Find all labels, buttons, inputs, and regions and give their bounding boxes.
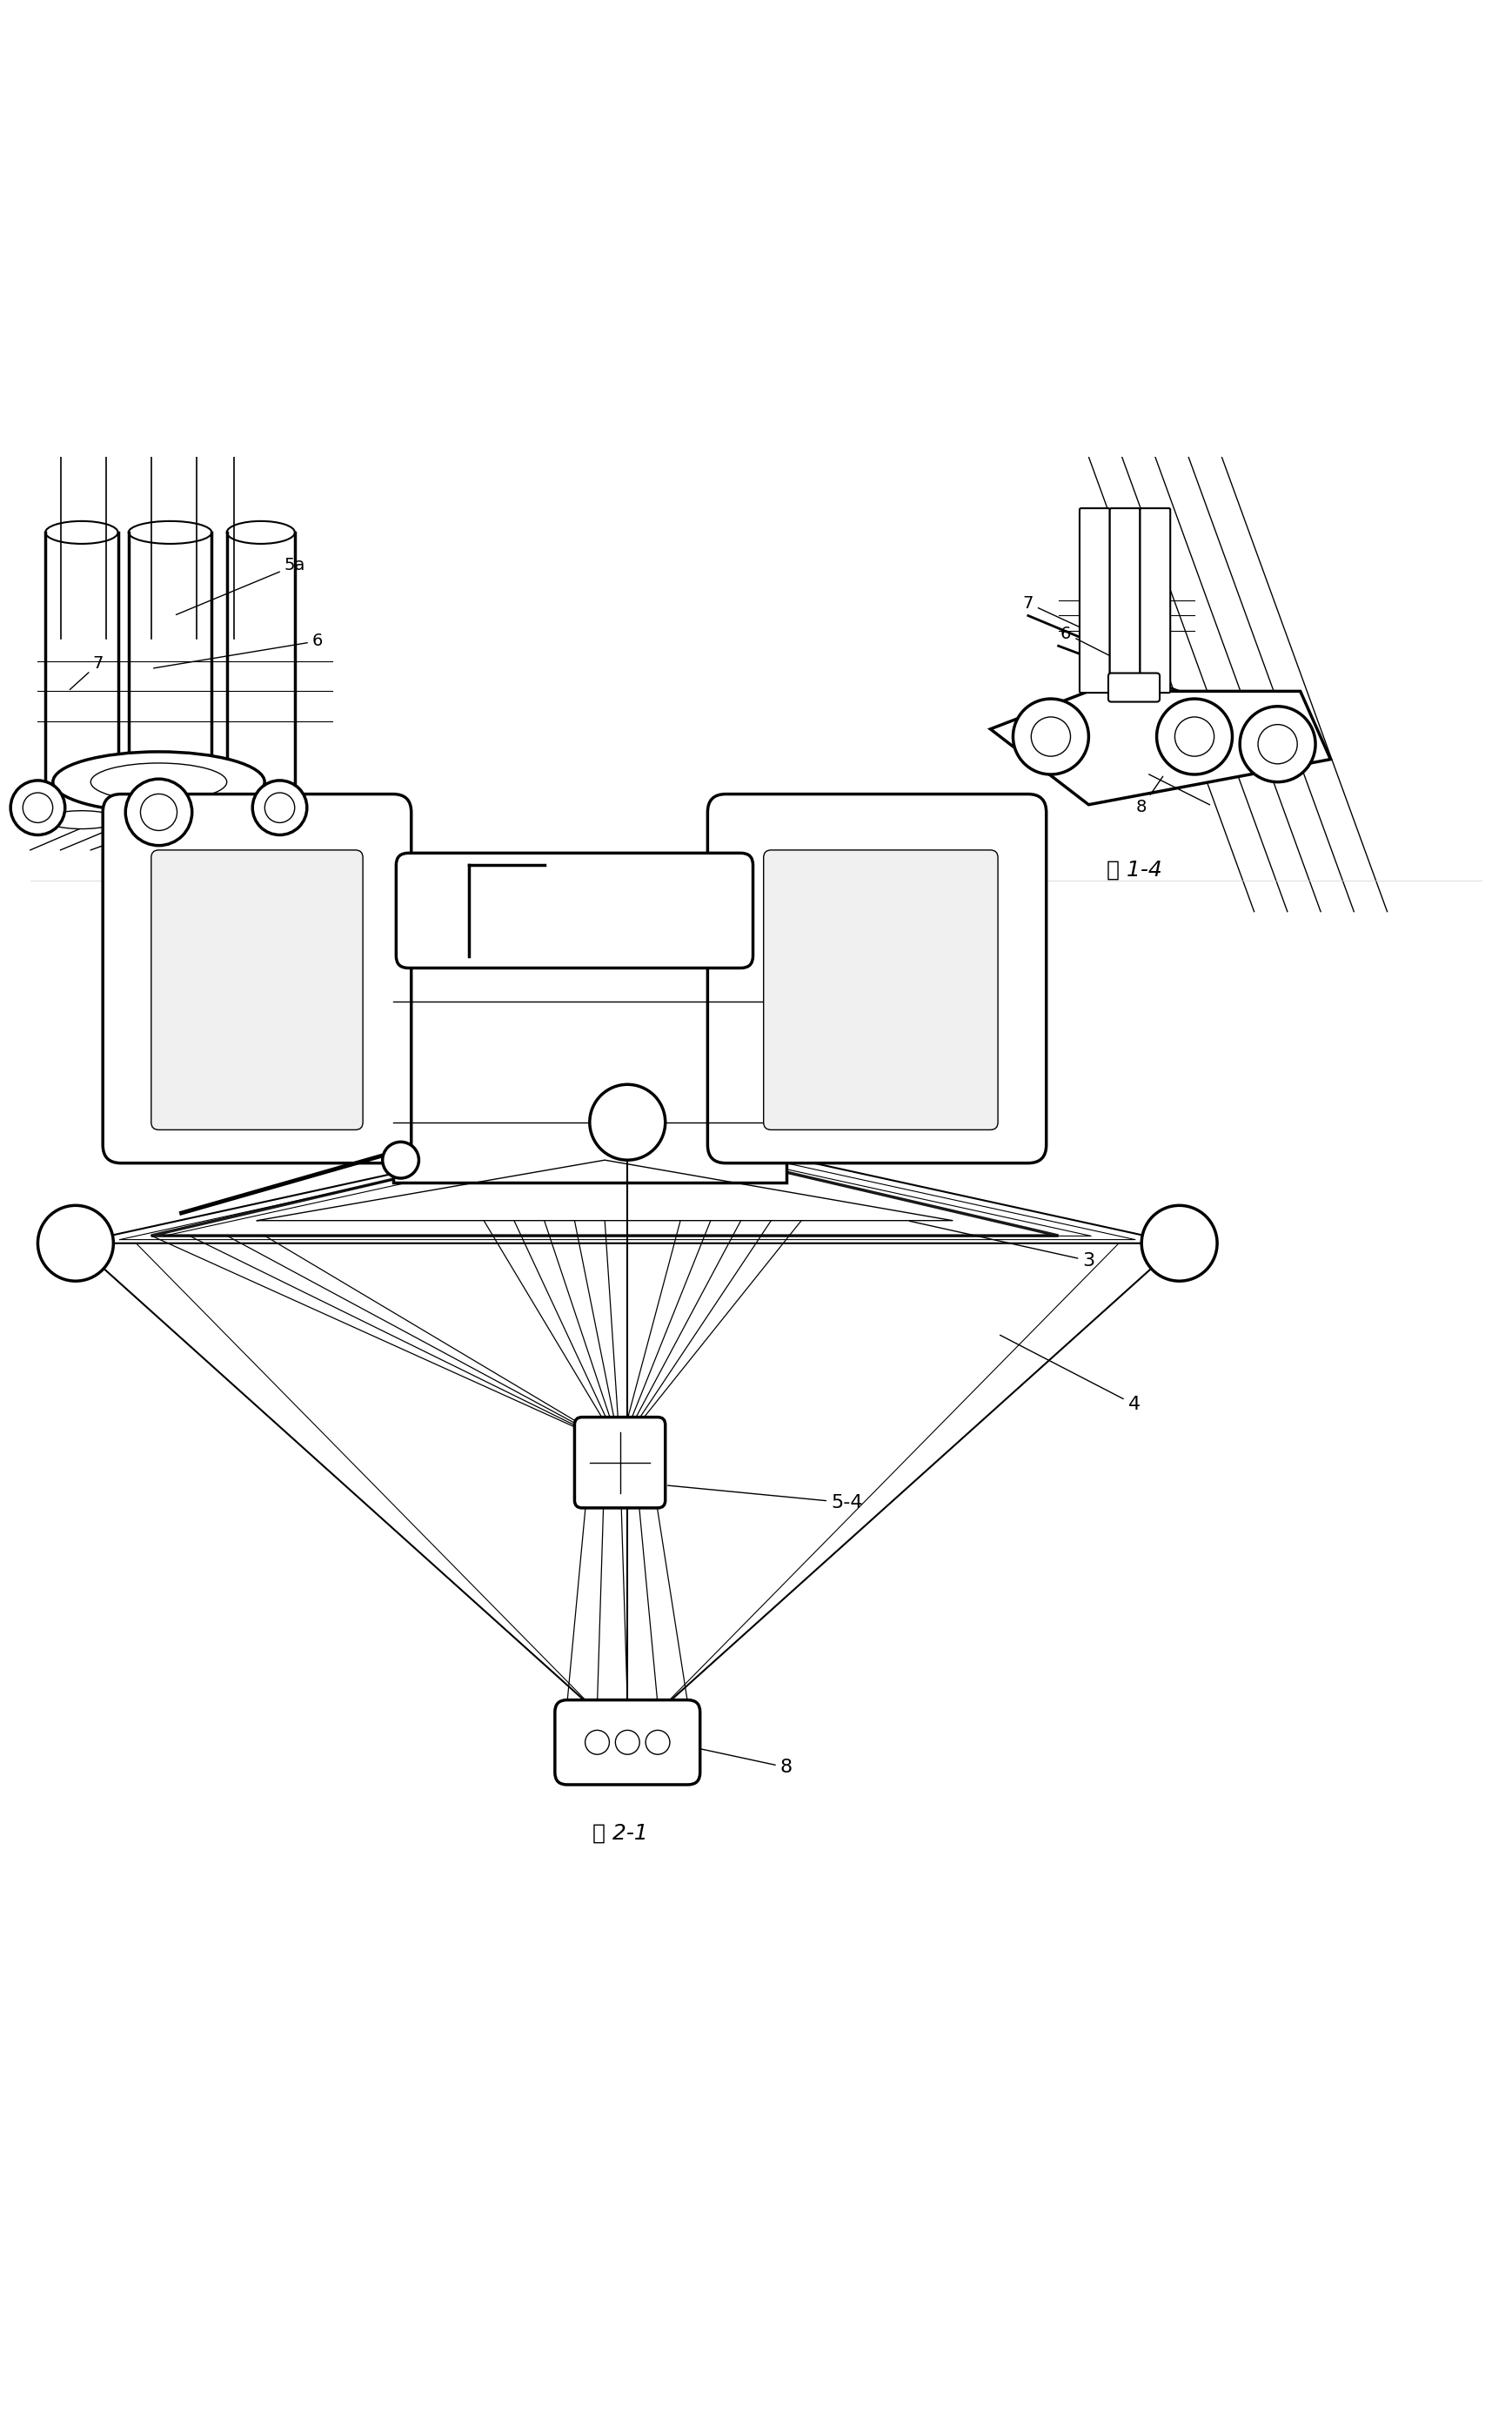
FancyBboxPatch shape [764,849,998,1131]
FancyBboxPatch shape [708,793,1046,1162]
Text: 5a: 5a [175,558,305,614]
FancyBboxPatch shape [103,793,411,1162]
Circle shape [1258,725,1297,764]
FancyBboxPatch shape [575,1417,665,1509]
Circle shape [615,1730,640,1754]
Text: 图 1-4: 图 1-4 [1107,859,1161,881]
Text: 图 2-1: 图 2-1 [593,1822,647,1844]
Text: 7: 7 [1022,594,1080,626]
Circle shape [1157,699,1232,774]
Ellipse shape [45,522,118,543]
Text: 7: 7 [70,655,104,689]
FancyBboxPatch shape [396,854,753,968]
Circle shape [253,781,307,835]
Circle shape [1142,1206,1217,1281]
Polygon shape [990,691,1331,805]
Circle shape [1031,718,1070,757]
Circle shape [23,793,53,822]
Circle shape [1175,718,1214,757]
Text: 8: 8 [1136,776,1163,815]
FancyBboxPatch shape [393,910,786,1184]
FancyBboxPatch shape [151,849,363,1131]
Text: 图 1-3: 图 1-3 [109,859,163,881]
Circle shape [1240,706,1315,781]
Circle shape [1013,699,1089,774]
FancyBboxPatch shape [1108,672,1160,701]
FancyBboxPatch shape [555,1701,700,1786]
Ellipse shape [45,810,118,830]
Circle shape [11,781,65,835]
Circle shape [125,779,192,847]
Text: 1: 1 [789,1087,1034,1106]
Ellipse shape [227,810,295,830]
Circle shape [590,1084,665,1160]
Text: 3: 3 [910,1220,1095,1269]
FancyBboxPatch shape [1110,509,1140,694]
Ellipse shape [129,810,212,830]
Circle shape [383,1143,419,1179]
Circle shape [646,1730,670,1754]
Text: 5-4: 5-4 [668,1485,863,1511]
Ellipse shape [91,764,227,801]
FancyBboxPatch shape [1080,509,1110,694]
FancyBboxPatch shape [1140,509,1170,694]
Text: 6: 6 [1060,626,1110,655]
Polygon shape [151,1131,1058,1235]
Text: 8: 8 [638,1735,792,1776]
Ellipse shape [53,752,265,813]
Ellipse shape [227,522,295,543]
Text: 4: 4 [999,1334,1140,1412]
Ellipse shape [129,522,212,543]
Circle shape [265,793,295,822]
Circle shape [585,1730,609,1754]
Circle shape [38,1206,113,1281]
Text: 6: 6 [154,633,324,667]
Circle shape [141,793,177,830]
